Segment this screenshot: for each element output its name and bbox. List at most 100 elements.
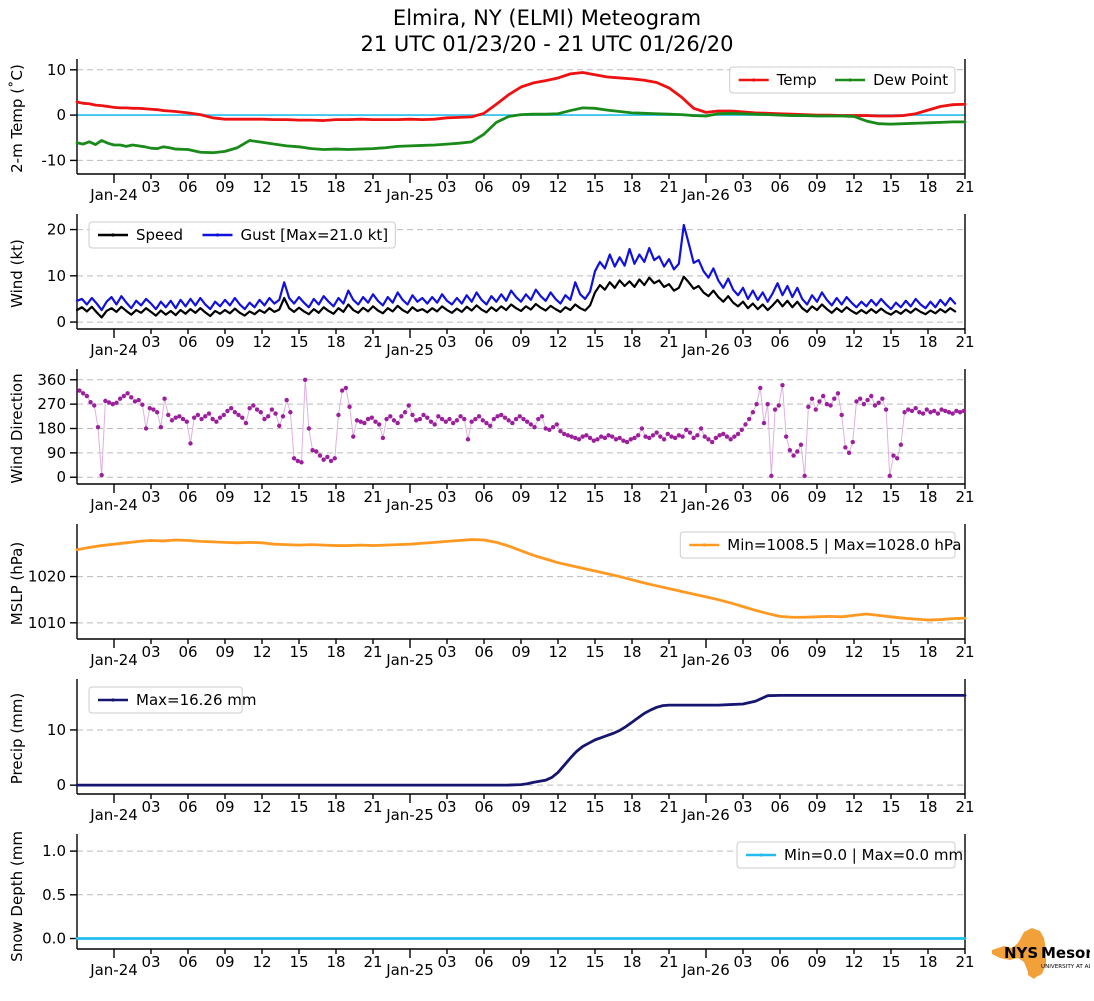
legend-precip: Max=16.26 mm <box>88 686 257 714</box>
svg-text:09: 09 <box>807 798 826 816</box>
svg-text:18: 18 <box>326 488 345 506</box>
svg-text:10: 10 <box>47 721 66 739</box>
svg-text:Jan-25: Jan-25 <box>385 496 434 514</box>
svg-text:18: 18 <box>918 643 937 661</box>
legend-mslp: Min=1008.5 | Max=1028.0 hPa <box>679 531 961 559</box>
page-title: Elmira, NY (ELMI) Meteogram 21 UTC 01/23… <box>0 5 1094 57</box>
svg-text:18: 18 <box>326 333 345 351</box>
svg-text:Jan-26: Jan-26 <box>681 186 730 204</box>
svg-text:Wind (kt): Wind (kt) <box>8 239 26 308</box>
svg-text:09: 09 <box>215 798 234 816</box>
svg-text:12: 12 <box>844 488 863 506</box>
svg-text:15: 15 <box>881 333 900 351</box>
svg-text:-10: -10 <box>42 151 67 169</box>
svg-text:Gust [Max=21.0 kt]: Gust [Max=21.0 kt] <box>241 226 389 244</box>
svg-text:1.0: 1.0 <box>42 842 66 860</box>
svg-text:06: 06 <box>178 488 197 506</box>
legend-wind: Speed Gust [Max=21.0 kt] <box>88 221 396 249</box>
svg-text:06: 06 <box>474 643 493 661</box>
svg-text:10: 10 <box>47 267 66 285</box>
nys-mesonet-logo[interactable]: NYS Mesonet UNIVERSITY AT ALBANY <box>984 922 1094 984</box>
svg-text:0.5: 0.5 <box>42 886 66 904</box>
svg-text:15: 15 <box>289 488 308 506</box>
svg-text:180: 180 <box>37 420 66 438</box>
svg-text:03: 03 <box>733 953 752 971</box>
svg-text:09: 09 <box>807 643 826 661</box>
svg-text:06: 06 <box>770 333 789 351</box>
svg-text:15: 15 <box>289 178 308 196</box>
svg-text:03: 03 <box>437 488 456 506</box>
svg-text:Jan-25: Jan-25 <box>385 651 434 669</box>
svg-text:21: 21 <box>955 178 974 196</box>
svg-text:Jan-25: Jan-25 <box>385 341 434 359</box>
svg-text:06: 06 <box>770 798 789 816</box>
svg-text:Snow Depth (mm): Snow Depth (mm) <box>8 830 26 962</box>
svg-text:18: 18 <box>622 178 641 196</box>
svg-text:18: 18 <box>326 953 345 971</box>
svg-text:03: 03 <box>733 798 752 816</box>
svg-text:10: 10 <box>47 61 66 79</box>
svg-text:18: 18 <box>622 333 641 351</box>
svg-text:18: 18 <box>918 953 937 971</box>
svg-text:06: 06 <box>178 643 197 661</box>
svg-text:03: 03 <box>141 953 160 971</box>
svg-text:21: 21 <box>955 953 974 971</box>
svg-text:0: 0 <box>56 313 66 331</box>
svg-text:12: 12 <box>252 178 271 196</box>
svg-text:18: 18 <box>326 643 345 661</box>
svg-text:09: 09 <box>807 953 826 971</box>
svg-text:06: 06 <box>770 488 789 506</box>
svg-text:15: 15 <box>585 333 604 351</box>
svg-text:06: 06 <box>770 953 789 971</box>
svg-text:18: 18 <box>622 488 641 506</box>
svg-text:12: 12 <box>548 178 567 196</box>
svg-text:Dew Point: Dew Point <box>873 71 948 89</box>
svg-text:Jan-26: Jan-26 <box>681 961 730 979</box>
svg-text:Jan-24: Jan-24 <box>89 186 138 204</box>
panel-wind: 0 10 20 Wind (kt) Jan-24 03 06 09 12 15 18 21 Jan-25… <box>0 210 1094 365</box>
svg-text:21: 21 <box>363 178 382 196</box>
svg-text:Jan-25: Jan-25 <box>385 806 434 824</box>
svg-text:Jan-26: Jan-26 <box>681 341 730 359</box>
svg-text:06: 06 <box>474 953 493 971</box>
svg-text:09: 09 <box>511 178 530 196</box>
svg-text:21: 21 <box>363 333 382 351</box>
panel-wind-direction: 0 90 180 270 360 Wind Direction Jan-24 03 06 09 12… <box>0 365 1094 520</box>
svg-text:Precip (mm): Precip (mm) <box>8 693 26 784</box>
svg-text:06: 06 <box>770 643 789 661</box>
svg-text:90: 90 <box>47 444 66 462</box>
svg-text:09: 09 <box>215 333 234 351</box>
svg-text:06: 06 <box>474 333 493 351</box>
svg-text:21: 21 <box>659 333 678 351</box>
svg-text:12: 12 <box>252 333 271 351</box>
svg-text:06: 06 <box>178 178 197 196</box>
svg-text:21: 21 <box>955 643 974 661</box>
svg-text:Temp: Temp <box>776 71 817 89</box>
logo-sub-text: UNIVERSITY AT ALBANY <box>1041 964 1090 970</box>
svg-text:15: 15 <box>585 643 604 661</box>
svg-text:12: 12 <box>252 953 271 971</box>
svg-text:15: 15 <box>289 953 308 971</box>
svg-text:12: 12 <box>548 953 567 971</box>
svg-text:21: 21 <box>363 643 382 661</box>
svg-text:Jan-26: Jan-26 <box>681 651 730 669</box>
svg-text:18: 18 <box>918 488 937 506</box>
svg-text:06: 06 <box>178 333 197 351</box>
svg-text:15: 15 <box>881 488 900 506</box>
svg-text:15: 15 <box>585 798 604 816</box>
logo-brand-text: Mesonet <box>1041 944 1090 962</box>
svg-text:09: 09 <box>511 488 530 506</box>
svg-text:03: 03 <box>437 953 456 971</box>
svg-text:Jan-24: Jan-24 <box>89 806 138 824</box>
svg-text:03: 03 <box>733 333 752 351</box>
svg-text:MSLP (hPa): MSLP (hPa) <box>8 542 26 625</box>
svg-text:06: 06 <box>770 178 789 196</box>
svg-text:09: 09 <box>807 333 826 351</box>
svg-text:03: 03 <box>733 178 752 196</box>
panel-mslp: 1010 1020 MSLP (hPa) Jan-24 03 06 09 12 15 18 21 Ja… <box>0 520 1094 675</box>
svg-text:03: 03 <box>437 643 456 661</box>
svg-text:03: 03 <box>141 488 160 506</box>
svg-text:Jan-25: Jan-25 <box>385 961 434 979</box>
svg-text:18: 18 <box>622 953 641 971</box>
